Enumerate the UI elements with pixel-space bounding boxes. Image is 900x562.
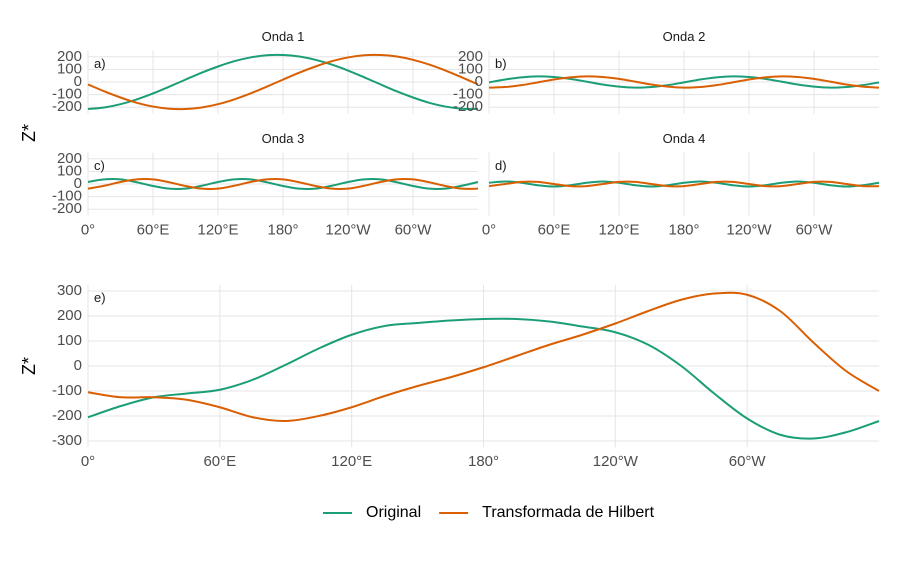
y-tick-label: -200 [52, 407, 82, 424]
x-tick-label: 60°W [395, 221, 433, 238]
series-line [87, 317, 880, 440]
legend-label: Original [366, 504, 421, 521]
panel-title: Onda 4 [663, 131, 706, 146]
x-tick-label: 120°E [598, 221, 639, 238]
x-tick-label: 120°W [726, 221, 772, 238]
y-tick-label: 300 [57, 282, 82, 299]
y-tick-label: 100 [57, 332, 82, 349]
y-tick-label: 200 [57, 48, 82, 65]
panel-label: b) [495, 56, 507, 71]
legend-label: Transformada de Hilbert [482, 504, 654, 521]
x-tick-label: 0° [81, 221, 95, 238]
y-tick-label: 100 [57, 60, 82, 77]
y-tick-label: -100 [52, 382, 82, 399]
x-tick-label: 120°E [331, 453, 372, 470]
series-line [87, 53, 479, 111]
y-axis-label: Z* [19, 124, 39, 142]
series-line [488, 75, 880, 89]
series-line [87, 177, 479, 191]
x-tick-label: 120°E [197, 221, 238, 238]
x-tick-label: 120°W [593, 453, 639, 470]
x-tick-label: 180° [468, 453, 499, 470]
y-tick-label: 200 [458, 48, 483, 65]
x-tick-label: 60°E [203, 453, 236, 470]
x-tick-label: 0° [81, 453, 95, 470]
x-tick-label: 60°W [796, 221, 834, 238]
y-tick-label: -200 [453, 98, 483, 115]
y-tick-label: 200 [57, 307, 82, 324]
y-tick-label: 0 [74, 357, 82, 374]
series-line [87, 177, 479, 191]
series-line [488, 180, 880, 188]
y-tick-label: -100 [52, 86, 82, 103]
x-tick-label: 60°E [538, 221, 571, 238]
panel-label: e) [94, 290, 106, 305]
y-tick-label: -200 [52, 200, 82, 217]
y-tick-label: 200 [57, 150, 82, 167]
x-tick-label: 0° [482, 221, 496, 238]
x-tick-label: 120°W [325, 221, 371, 238]
x-tick-label: 60°W [729, 453, 767, 470]
y-tick-label: -200 [52, 98, 82, 115]
y-tick-label: 0 [475, 73, 483, 90]
y-axis-label: Z* [19, 357, 39, 375]
y-tick-label: -100 [52, 188, 82, 205]
panel-label: c) [94, 158, 105, 173]
x-tick-label: 180° [668, 221, 699, 238]
panel-label: a) [94, 56, 106, 71]
panel-title: Onda 2 [663, 29, 706, 44]
y-tick-label: 0 [74, 175, 82, 192]
y-tick-label: -300 [52, 432, 82, 449]
y-tick-label: -100 [453, 86, 483, 103]
x-tick-label: 60°E [137, 221, 170, 238]
panel-title: Onda 1 [262, 29, 305, 44]
series-line [87, 291, 880, 423]
y-tick-label: 100 [57, 162, 82, 179]
panel-title: Onda 3 [262, 131, 305, 146]
series-line [87, 53, 479, 110]
y-tick-label: 0 [74, 73, 82, 90]
x-tick-label: 180° [267, 221, 298, 238]
y-tick-label: 100 [458, 60, 483, 77]
series-line [488, 75, 880, 89]
panel-label: d) [495, 158, 507, 173]
